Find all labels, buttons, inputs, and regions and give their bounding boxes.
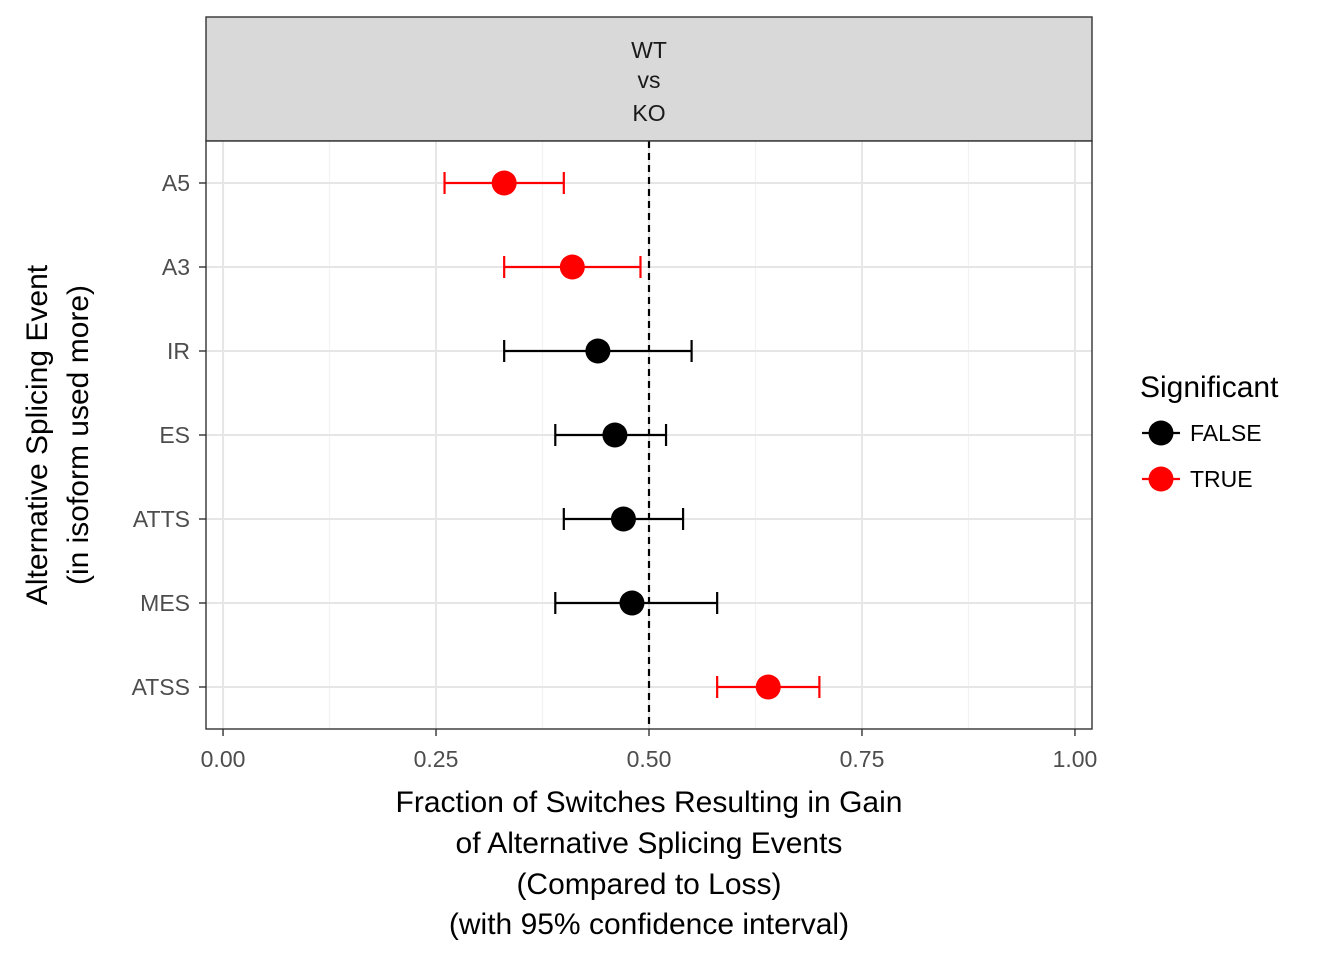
y-axis: A5 A3 IR ES ATTS MES ATSS (132, 170, 206, 700)
x-tick-label: 0.75 (840, 746, 885, 772)
x-tick-label: 0.00 (201, 746, 246, 772)
facet-strip-line-2: vs (638, 67, 661, 93)
data-point-group-ir (503, 338, 693, 364)
legend: Significant FALSE TRUE (1140, 371, 1279, 492)
data-point-group-a3 (503, 254, 642, 280)
facet-strip-line-3: KO (632, 100, 665, 126)
data-point (755, 674, 781, 700)
data-point-group-a5 (443, 170, 565, 196)
y-tick-label: MES (140, 590, 190, 616)
x-tick-label: 1.00 (1053, 746, 1098, 772)
y-axis-title-line-1: Alternative Splicing Event (21, 264, 54, 605)
legend-title: Significant (1140, 371, 1279, 404)
legend-key-point (1148, 466, 1174, 492)
x-axis-title-line-2: of Alternative Splicing Events (456, 827, 843, 860)
x-tick-label: 0.50 (627, 746, 672, 772)
x-axis-title-line-4: (with 95% confidence interval) (449, 908, 849, 941)
y-tick-label: IR (167, 338, 190, 364)
y-tick-label: A3 (162, 254, 190, 280)
data-point (559, 254, 585, 280)
data-point-group-atss (716, 674, 821, 700)
x-axis-title-line-1: Fraction of Switches Resulting in Gain (396, 786, 903, 819)
y-tick-label: ES (159, 422, 190, 448)
facet-strip (205, 16, 1093, 142)
x-axis-title-line-3: (Compared to Loss) (516, 868, 781, 901)
data-layer (443, 170, 821, 700)
y-tick-label: ATSS (132, 674, 190, 700)
y-axis-title-line-2: (in isoform used more) (62, 285, 95, 585)
x-axis: 0.00 0.25 0.50 0.75 1.00 (201, 729, 1098, 772)
legend-label: TRUE (1190, 466, 1253, 492)
data-point-group-es (554, 422, 668, 448)
data-point (610, 506, 636, 532)
y-tick-label: A5 (162, 170, 190, 196)
data-point (602, 422, 628, 448)
data-point-group-atts (562, 506, 685, 532)
facet-strip-line-1: WT (631, 37, 667, 63)
data-point (619, 590, 645, 616)
legend-entry-true: TRUE (1142, 466, 1253, 492)
legend-label: FALSE (1190, 420, 1262, 446)
data-point (491, 170, 517, 196)
legend-key-point (1148, 420, 1174, 446)
x-tick-label: 0.25 (414, 746, 459, 772)
data-point-group-mes (554, 590, 719, 616)
legend-entry-false: FALSE (1142, 420, 1262, 446)
y-tick-label: ATTS (133, 506, 190, 532)
data-point (585, 338, 611, 364)
